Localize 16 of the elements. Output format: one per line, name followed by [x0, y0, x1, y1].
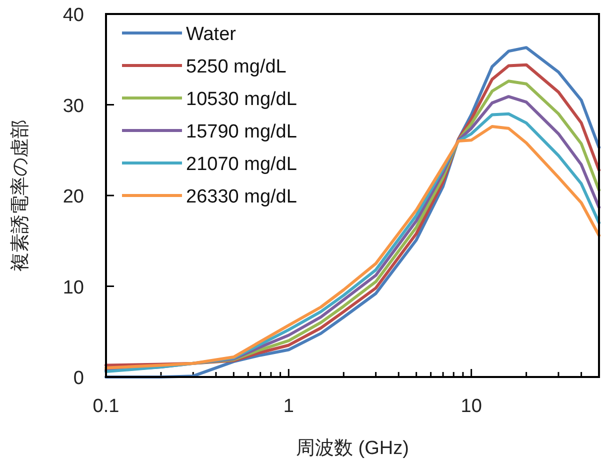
- y-tick-label: 30: [62, 96, 84, 117]
- legend-label: 10530 mg/dL: [186, 89, 297, 110]
- legend-label: 15790 mg/dL: [186, 122, 297, 142]
- y-tick-label: 20: [62, 186, 84, 208]
- x-axis-title: 周波数 (GHz): [296, 438, 409, 459]
- y-tick-label: 0: [73, 368, 84, 389]
- legend-label: Water: [186, 24, 237, 45]
- legend-label: 26330 mg/dL: [186, 186, 297, 208]
- legend-label: 21070 mg/dL: [186, 154, 297, 175]
- y-tick-label: 10: [62, 277, 84, 298]
- x-tick-label: 10: [460, 396, 482, 417]
- x-tick-label: 0.1: [92, 396, 120, 417]
- y-tick-label: 40: [62, 5, 84, 26]
- legend-label: 5250 mg/dL: [186, 56, 286, 78]
- y-axis-title: 複素誘電率の虚部: [9, 120, 31, 272]
- x-tick-label: 1: [283, 396, 294, 417]
